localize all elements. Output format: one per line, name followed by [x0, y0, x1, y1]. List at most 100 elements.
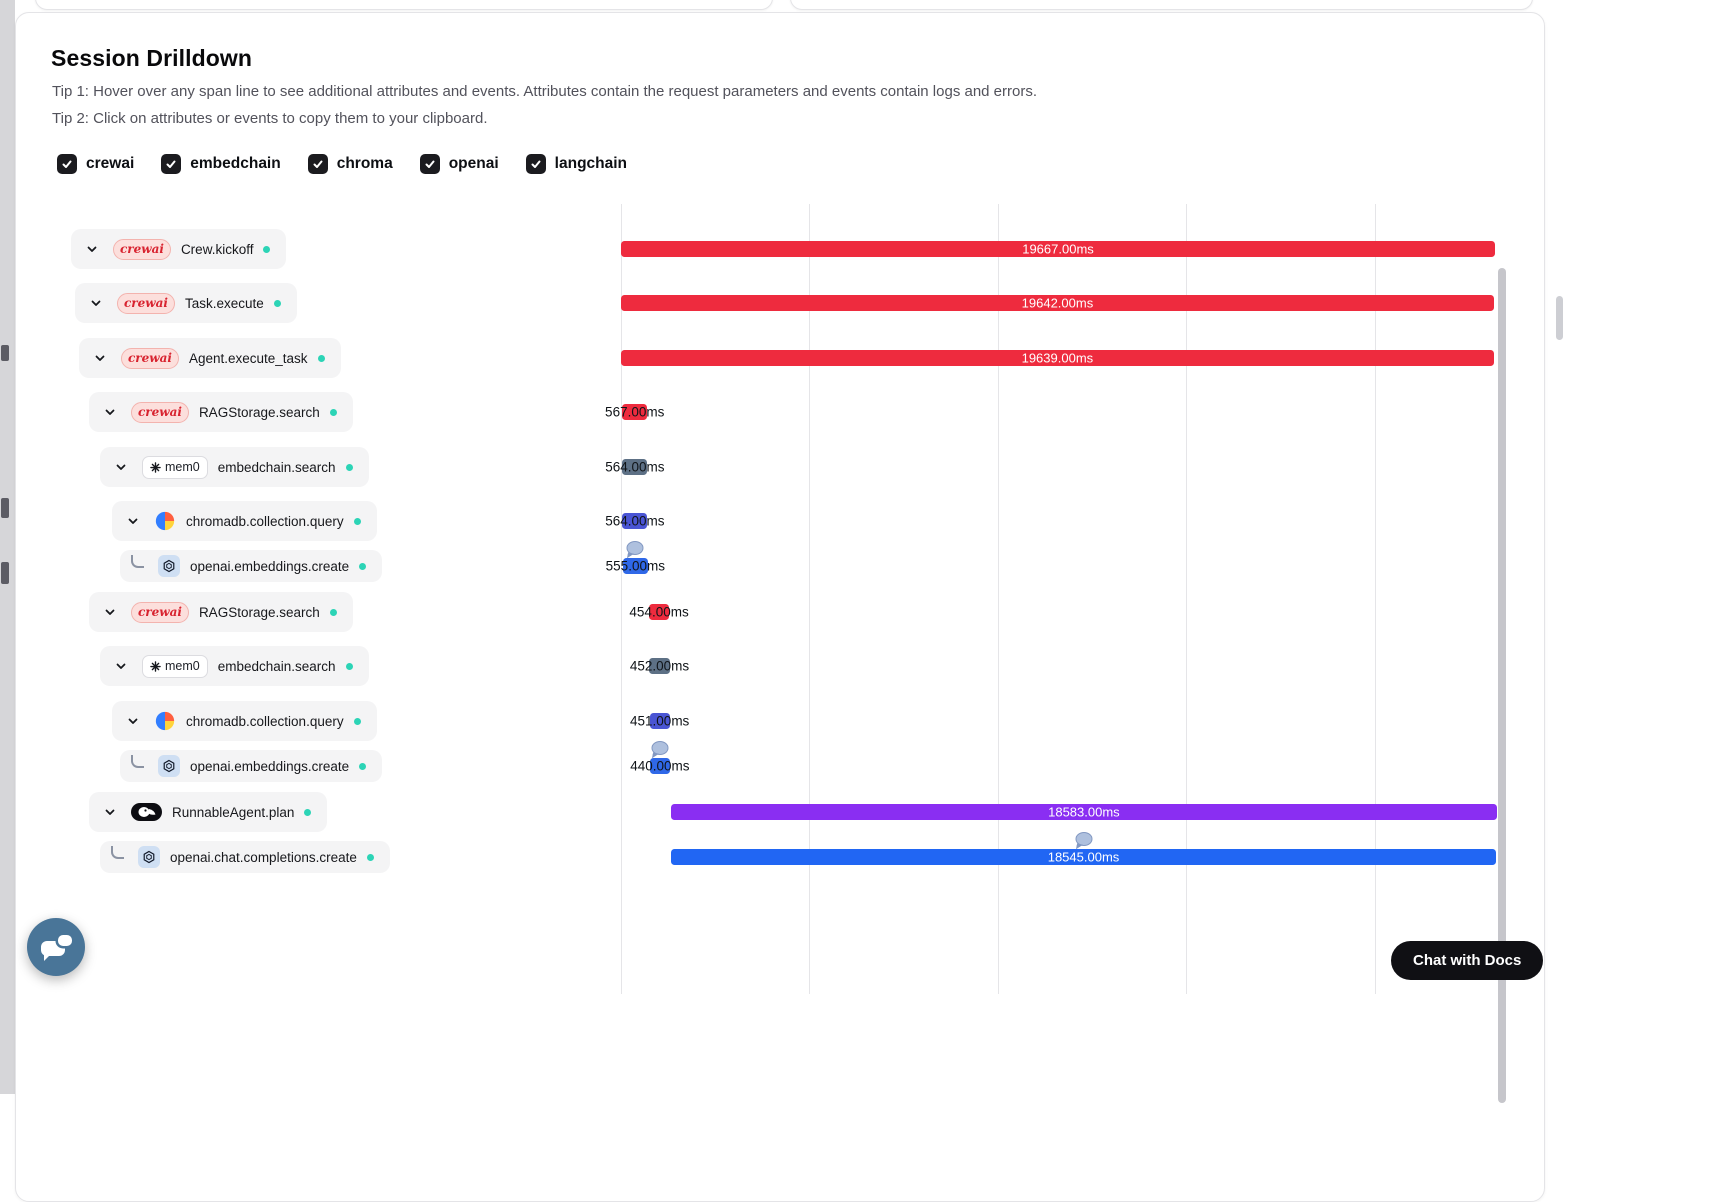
status-dot — [304, 808, 312, 816]
filter-bar: crewai embedchain chroma openai langchain — [57, 154, 627, 174]
duration-label: 19667.00ms — [1022, 241, 1094, 257]
event-bubble-icon[interactable] — [1075, 832, 1092, 846]
span-label-embedchain.search[interactable]: mem0 embedchain.search — [100, 447, 369, 487]
chat-bubbles-icon — [41, 935, 72, 961]
status-dot — [329, 408, 337, 416]
span-label-RunnableAgent.plan[interactable]: RunnableAgent.plan — [89, 792, 328, 832]
span-label-chromadb.collection.query[interactable]: chromadb.collection.query — [112, 501, 377, 541]
vertical-scrollbar[interactable] — [1498, 268, 1506, 1103]
filter-label: openai — [448, 155, 499, 172]
status-dot — [345, 662, 353, 670]
crewai-logo: crewai — [121, 347, 179, 369]
status-dot — [263, 245, 271, 253]
span-label-Agent.execute_task[interactable]: crewai Agent.execute_task — [79, 338, 341, 378]
chevron-down-icon[interactable] — [99, 805, 121, 819]
duration-label: 567.00ms — [605, 404, 665, 420]
event-bubble-icon[interactable] — [626, 541, 644, 555]
span-bar[interactable]: 18545.00ms — [671, 832, 1496, 865]
timeline-gridline — [998, 204, 999, 994]
span-bar[interactable]: 564.00ms — [605, 513, 665, 529]
checkbox-icon[interactable] — [161, 154, 182, 174]
span-label-RAGStorage.search[interactable]: crewai RAGStorage.search — [89, 392, 353, 432]
status-dot — [317, 354, 325, 362]
span-label-Crew.kickoff[interactable]: crewai Crew.kickoff — [71, 229, 287, 269]
span-name: embedchain.search — [217, 658, 336, 674]
checkbox-icon[interactable] — [419, 154, 440, 174]
span-name: openai.chat.completions.create — [170, 849, 357, 865]
session-drilldown-card: Session Drilldown Tip 1: Hover over any … — [15, 12, 1545, 1202]
filter-crewai[interactable]: crewai — [57, 154, 134, 174]
span-label-embedchain.search[interactable]: mem0 embedchain.search — [100, 646, 369, 686]
status-dot — [353, 517, 361, 525]
chat-widget-button[interactable] — [27, 918, 85, 976]
span-bar[interactable]: 452.00ms — [630, 658, 689, 674]
duration-label: 564.00ms — [605, 459, 665, 475]
langchain-logo — [131, 803, 162, 821]
span-label-openai.embeddings.create[interactable]: openai.embeddings.create — [120, 750, 383, 782]
trace-row: crewai RAGStorage.search 567.00ms — [16, 392, 1544, 432]
chevron-down-icon[interactable] — [99, 405, 121, 419]
filter-label: chroma — [336, 155, 393, 172]
mem0-logo: mem0 — [142, 455, 208, 479]
duration-label: 451.00ms — [630, 713, 690, 729]
duration-label: 19642.00ms — [1021, 295, 1094, 311]
checkbox-icon[interactable] — [57, 154, 77, 174]
mem0-asterisk-icon — [150, 660, 161, 672]
filter-openai[interactable]: openai — [419, 154, 499, 174]
tip-2: Tip 2: Click on attributes or events to … — [52, 110, 488, 127]
span-bar[interactable]: 564.00ms — [605, 459, 665, 475]
status-dot — [329, 608, 337, 616]
timeline-gridline — [809, 204, 810, 994]
duration-label: 19639.00ms — [1021, 350, 1094, 366]
chevron-down-icon[interactable] — [122, 514, 144, 528]
span-label-RAGStorage.search[interactable]: crewai RAGStorage.search — [89, 592, 353, 632]
span-label-openai.embeddings.create[interactable]: openai.embeddings.create — [120, 550, 383, 582]
filter-label: embedchain — [190, 155, 281, 172]
span-bar[interactable]: 454.00ms — [629, 604, 689, 620]
span-label-Task.execute[interactable]: crewai Task.execute — [75, 283, 297, 323]
chevron-down-icon[interactable] — [89, 351, 111, 365]
chat-with-docs-button[interactable]: Chat with Docs — [1391, 941, 1544, 980]
filter-embedchain[interactable]: embedchain — [161, 154, 281, 174]
checkbox-icon[interactable] — [525, 154, 546, 174]
span-bar[interactable]: 18583.00ms — [670, 804, 1497, 820]
filter-langchain[interactable]: langchain — [525, 154, 628, 174]
chevron-down-icon[interactable] — [81, 242, 103, 256]
chevron-down-icon[interactable] — [99, 605, 121, 619]
span-bar[interactable]: 451.00ms — [630, 713, 689, 729]
span-bar[interactable]: 555.00ms — [606, 541, 665, 574]
checkbox-icon[interactable] — [307, 154, 328, 174]
filter-chroma[interactable]: chroma — [307, 154, 393, 174]
status-dot — [353, 717, 361, 725]
partial-card-left — [35, 0, 773, 10]
timeline-gridline — [1375, 204, 1376, 994]
duration-label: 555.00ms — [605, 558, 665, 574]
filter-label: langchain — [554, 155, 628, 172]
chevron-down-icon[interactable] — [122, 714, 144, 728]
span-name: Task.execute — [184, 295, 264, 311]
event-bubble-icon[interactable] — [651, 741, 669, 755]
gutter-fragment — [1, 498, 9, 518]
span-bar[interactable]: 567.00ms — [605, 404, 664, 420]
status-dot — [273, 299, 281, 307]
span-name: embedchain.search — [217, 459, 336, 475]
chevron-down-icon[interactable] — [110, 659, 132, 673]
chroma-logo — [154, 710, 176, 732]
span-bar[interactable]: 19642.00ms — [621, 295, 1494, 311]
span-bar[interactable]: 440.00ms — [630, 741, 690, 774]
chevron-down-icon[interactable] — [110, 460, 132, 474]
span-name: Crew.kickoff — [180, 241, 254, 257]
chevron-down-icon[interactable] — [85, 296, 107, 310]
chroma-logo — [154, 510, 176, 532]
span-label-chromadb.collection.query[interactable]: chromadb.collection.query — [112, 701, 377, 741]
timeline-gridline — [621, 204, 622, 994]
span-label-openai.chat.completions.create[interactable]: openai.chat.completions.create — [100, 841, 390, 873]
mem0-asterisk-icon — [150, 461, 161, 473]
span-bar[interactable]: 19667.00ms — [621, 241, 1495, 257]
span-bar[interactable]: 19639.00ms — [621, 350, 1494, 366]
crewai-logo: crewai — [117, 292, 175, 314]
span-name: RAGStorage.search — [198, 604, 320, 620]
gutter-fragment — [1, 345, 9, 361]
page-scrollbar-thumb[interactable] — [1556, 296, 1563, 340]
trace-row: openai.embeddings.create 440.00ms — [16, 741, 1544, 786]
